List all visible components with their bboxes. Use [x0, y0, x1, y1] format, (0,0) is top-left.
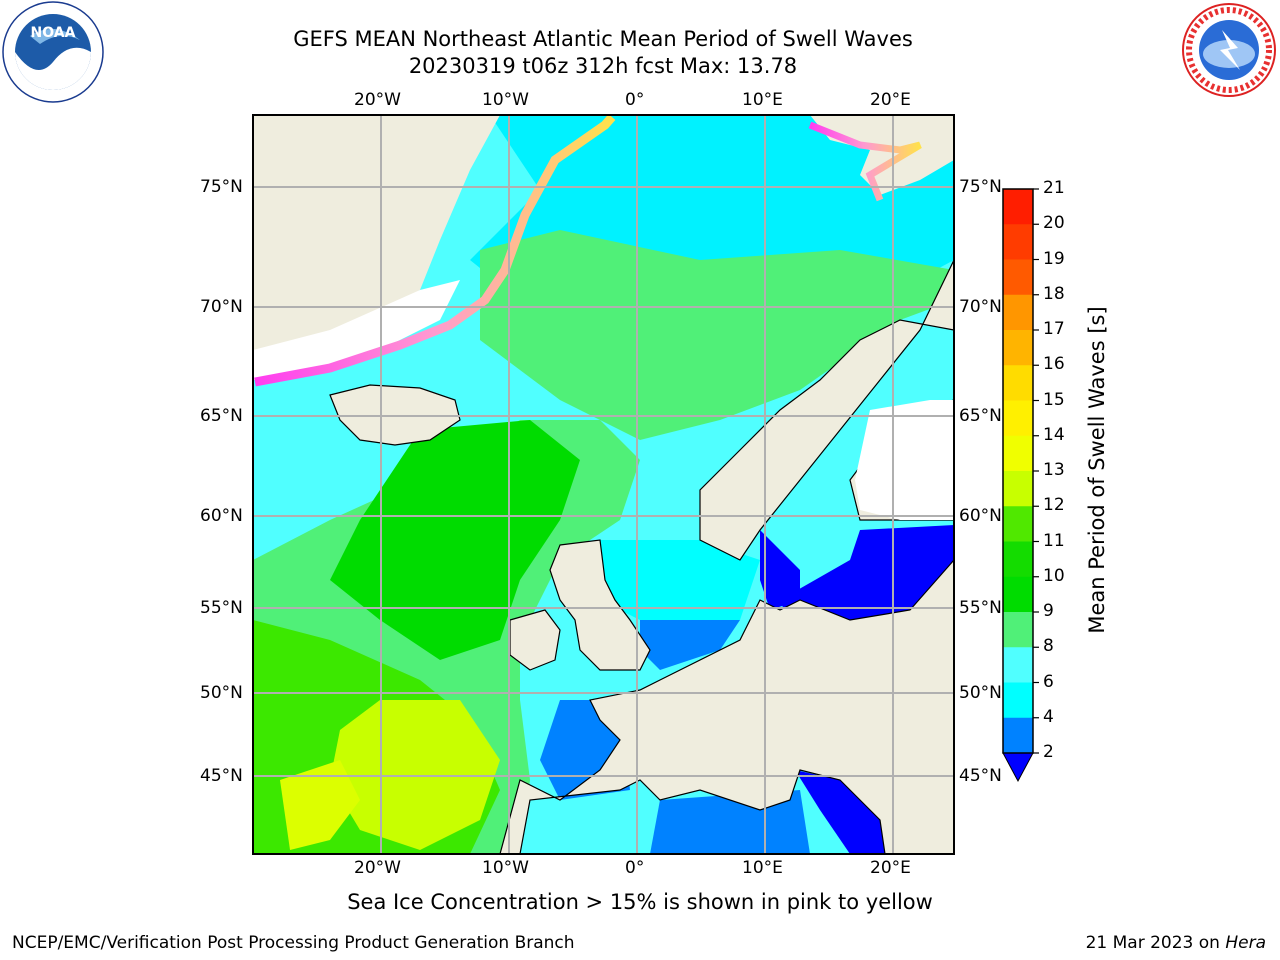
lat-label-45n-left: 45°N	[200, 766, 243, 786]
colorbar-segment	[1003, 365, 1033, 401]
colorbar-tick-label: 17	[1043, 319, 1065, 339]
colorbar-segment	[1003, 682, 1033, 719]
colorbar-segment	[1003, 612, 1033, 648]
lon-label-20w-top: 20°W	[354, 90, 401, 110]
ireland-land	[509, 609, 561, 671]
lat-label-70n-right: 70°N	[959, 297, 1002, 317]
skagerrak	[760, 530, 800, 610]
ocean-yellow-patch-2	[280, 760, 360, 850]
sea-ice-edge	[254, 115, 616, 387]
colorbar-tick-label: 4	[1043, 706, 1054, 727]
colorbar-tick-label: 16	[1043, 354, 1065, 375]
lon-label-10w-bottom: 10°W	[482, 858, 529, 878]
colorbar-tick-label: 11	[1043, 530, 1065, 551]
lat-label-65n-right: 65°N	[959, 406, 1002, 426]
lon-label-10e-bottom: 10°E	[742, 858, 783, 878]
footer-branch: NCEP/EMC/Verification Post Processing Pr…	[12, 933, 575, 953]
colorbar-tick-label: 8	[1043, 636, 1054, 657]
lat-label-60n-right: 60°N	[959, 506, 1002, 526]
adriatic-sea	[795, 770, 885, 854]
colorbar-label: Mean Period of Swell Waves [s]	[1085, 306, 1109, 634]
footer-host: Hera	[1225, 933, 1266, 953]
lon-label-20w-bottom: 20°W	[354, 858, 401, 878]
colorbar-segment	[1003, 330, 1033, 366]
lat-label-55n-right: 55°N	[959, 598, 1002, 618]
north-sea	[600, 540, 760, 620]
lat-label-75n-left: 75°N	[200, 177, 243, 197]
colorbar-segment	[1003, 471, 1033, 507]
lat-label-45n-right: 45°N	[959, 766, 1002, 786]
greenland-land	[253, 115, 500, 350]
colorbar-tick-label: 6	[1043, 671, 1054, 692]
ocean-green-band	[480, 230, 954, 440]
colorbar-tick-label: 15	[1043, 389, 1065, 410]
colorbar-tick-label: 13	[1043, 460, 1065, 480]
lat-label-75n-right: 75°N	[959, 177, 1002, 197]
colorbar-segment	[1003, 435, 1033, 472]
lon-label-10e-top: 10°E	[742, 90, 783, 110]
colorbar-tick-label: 20	[1043, 213, 1065, 234]
colorbar-tick-label: 12	[1043, 495, 1065, 516]
baltic-sea	[780, 525, 954, 625]
lon-label-20e-top: 20°E	[870, 90, 911, 110]
map-title: GEFS MEAN Northeast Atlantic Mean Period…	[293, 27, 913, 51]
colorbar-tick-label: 2	[1043, 742, 1054, 762]
colorbar-tick-label: 14	[1043, 424, 1065, 445]
lat-label-50n-left: 50°N	[200, 683, 243, 703]
lat-label-60n-left: 60°N	[200, 506, 243, 526]
lon-label-10w-top: 10°W	[482, 90, 529, 110]
lon-label-0-bottom: 0°	[625, 858, 645, 878]
map-frame	[252, 114, 955, 855]
noaa-logo-text: NOAA	[31, 25, 76, 41]
colorbar-segment	[1003, 506, 1033, 542]
lat-label-50n-right: 50°N	[959, 683, 1002, 703]
svalbard-ice	[808, 121, 922, 202]
colorbar-tick-label: 19	[1043, 248, 1065, 269]
colorbar-segment	[1003, 189, 1033, 225]
bothnia-ice	[855, 400, 954, 520]
great-britain-land	[549, 539, 651, 671]
colorbar-tick-label: 18	[1043, 283, 1065, 304]
colorbar-segment	[1003, 294, 1033, 331]
footer-date: 21 Mar 2023 on Hera	[1086, 933, 1266, 953]
ocean-green-core	[330, 420, 580, 660]
europe-land	[499, 259, 954, 854]
english-channel-area	[640, 620, 740, 670]
colorbar-segment	[1003, 717, 1033, 754]
colorbar-tick-label: 9	[1043, 601, 1054, 621]
colorbar-extend-arrow	[1002, 752, 1034, 783]
noaa-logo: NOAA	[0, 0, 106, 106]
colorbar-segment	[1003, 541, 1033, 578]
lon-label-20e-bottom: 20°E	[870, 858, 911, 878]
lat-label-55n-left: 55°N	[200, 598, 243, 618]
colorbar-tick-label: 21	[1043, 178, 1065, 198]
greenland-ice	[253, 280, 460, 380]
colorbar-segment	[1003, 647, 1033, 683]
svalbard-land	[810, 115, 954, 195]
colorbar-segment	[1003, 224, 1033, 260]
colorbar-segment	[1003, 400, 1033, 437]
lat-label-70n-left: 70°N	[200, 297, 243, 317]
colorbar-tick-label: 10	[1043, 565, 1065, 586]
lon-label-0-top: 0°	[625, 90, 645, 110]
nws-logo	[1178, 0, 1280, 100]
lat-label-65n-left: 65°N	[200, 406, 243, 426]
colorbar	[1002, 188, 1039, 783]
colorbar-segment	[1003, 259, 1033, 296]
colorbar-segment	[1003, 576, 1033, 613]
footer-date-text: 21 Mar 2023 on	[1085, 933, 1220, 953]
sea-ice-note: Sea Ice Concentration > 15% is shown in …	[347, 890, 933, 914]
map-subtitle: 20230319 t06z 312h fcst Max: 13.78	[408, 54, 798, 78]
graticule	[253, 115, 954, 854]
